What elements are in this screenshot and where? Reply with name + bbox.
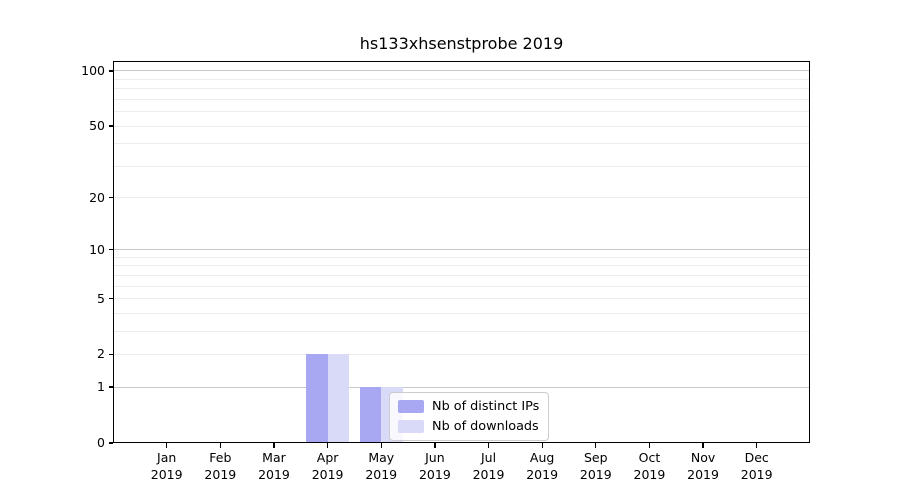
minor-gridline: [113, 78, 810, 80]
x-axis-tick-label: Jul 2019: [472, 450, 505, 482]
x-axis-tick: [756, 443, 758, 448]
x-axis-tick: [326, 443, 329, 448]
x-axis-tick: [273, 443, 275, 448]
legend-label: Nb of distinct IPs: [432, 399, 540, 414]
x-axis-tick-label: Feb 2019: [204, 450, 237, 482]
x-axis-tick: [648, 443, 651, 448]
y-axis-tick: [108, 70, 113, 72]
plot-area: [113, 61, 810, 443]
minor-gridline: [113, 353, 810, 355]
y-axis-tick-label: 100: [81, 62, 105, 78]
y-axis-tick: [108, 386, 113, 388]
minor-gridline: [113, 265, 810, 267]
y-axis-tick: [108, 353, 113, 356]
minor-gridline: [113, 143, 810, 145]
y-axis-tick-label: 20: [89, 189, 105, 205]
y-axis-tick: [108, 196, 113, 199]
y-axis-tick-label: 1: [97, 379, 105, 395]
bar-nb-of-downloads-apr: [327, 354, 350, 443]
x-axis-tick-label: Nov 2019: [687, 450, 719, 482]
bar-nb-of-distinct-ips-apr: [306, 354, 328, 443]
minor-gridline: [113, 256, 810, 258]
minor-gridline: [113, 111, 810, 113]
x-axis-tick-label: May 2019: [365, 450, 398, 482]
x-axis-tick: [541, 443, 543, 448]
minor-gridline: [113, 88, 810, 90]
legend-item: Nb of downloads: [398, 419, 539, 434]
x-axis-tick-label: Apr 2019: [311, 450, 344, 482]
x-axis-tick-label: Dec 2019: [740, 450, 773, 482]
major-gridline: [113, 70, 810, 72]
x-axis-tick: [380, 443, 382, 448]
legend-swatch-nb-of-downloads: [398, 420, 424, 433]
y-axis-tick: [108, 297, 113, 300]
minor-gridline: [113, 274, 810, 276]
x-axis-tick: [487, 443, 490, 448]
y-axis-tick-label: 50: [89, 118, 105, 134]
minor-gridline: [113, 197, 810, 199]
x-axis-tick-label: Oct 2019: [633, 450, 666, 482]
y-axis-tick: [108, 125, 113, 127]
minor-gridline: [113, 312, 810, 314]
minor-gridline: [113, 165, 810, 167]
major-gridline: [113, 249, 810, 251]
minor-gridline: [113, 298, 810, 300]
x-axis-tick: [595, 443, 597, 448]
legend-label: Nb of downloads: [432, 419, 539, 434]
x-axis-tick: [702, 443, 704, 448]
y-axis-tick-label: 0: [97, 435, 105, 450]
y-axis-tick: [108, 249, 113, 251]
x-axis-tick-label: Jan 2019: [150, 450, 183, 482]
x-axis-tick: [219, 443, 221, 448]
bar-nb-of-distinct-ips-may: [359, 387, 382, 443]
legend-item: Nb of distinct IPs: [398, 399, 539, 414]
minor-gridline: [113, 125, 810, 127]
y-axis-tick: [108, 442, 113, 444]
x-axis-tick: [166, 443, 168, 448]
legend: Nb of distinct IPs Nb of downloads: [389, 392, 550, 441]
y-axis-tick-label: 2: [97, 346, 105, 362]
legend-swatch-nb-of-distinct-ips: [398, 400, 424, 413]
chart-title: hs133xhsenstprobe 2019: [359, 34, 564, 53]
y-axis-tick-label: 5: [97, 290, 105, 306]
major-gridline: [113, 386, 810, 388]
minor-gridline: [113, 285, 810, 287]
minor-gridline: [113, 98, 810, 100]
x-axis-tick: [434, 443, 436, 448]
x-axis-tick-label: Aug 2019: [526, 450, 559, 482]
x-axis-tick-label: Mar 2019: [258, 450, 290, 482]
y-axis-tick-label: 10: [89, 241, 105, 257]
x-axis-tick-label: Sep 2019: [579, 450, 612, 482]
x-axis-tick-label: Jun 2019: [418, 450, 451, 482]
minor-gridline: [113, 330, 810, 332]
